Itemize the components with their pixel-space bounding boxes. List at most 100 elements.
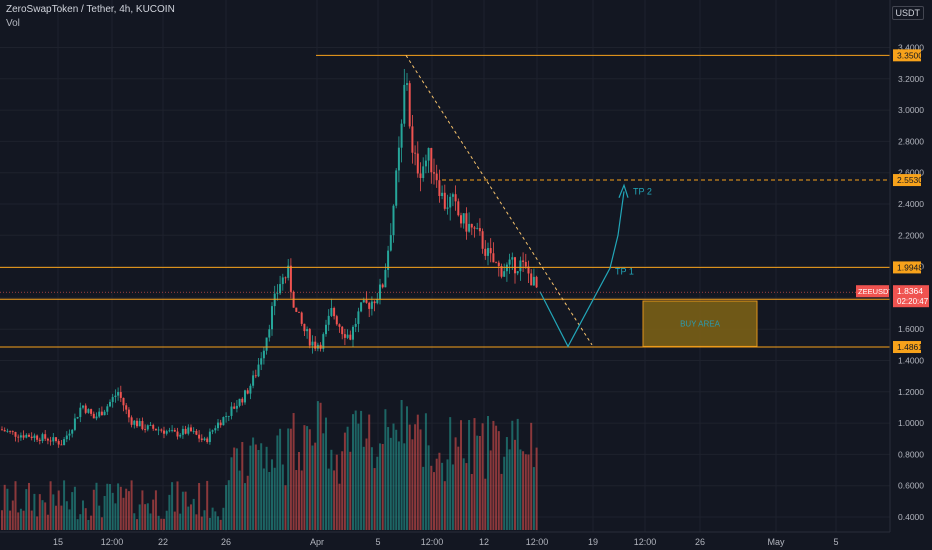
symbol-tag-label: ZEEUSDT (858, 287, 893, 296)
volume-bar (119, 486, 122, 530)
volume-bar (100, 517, 103, 530)
y-tick-label: 2.2000 (898, 230, 924, 240)
candle-body (500, 266, 503, 277)
volume-bar (335, 454, 338, 530)
candle-body (524, 261, 527, 267)
candle-body (265, 337, 268, 351)
volume-bar (84, 508, 87, 530)
volume-bars (1, 400, 538, 530)
volume-bar (28, 482, 30, 530)
volume-bar (314, 442, 317, 530)
buy-area-label: BUY AREA (680, 320, 721, 329)
volume-bar (222, 507, 225, 530)
volume-bar (522, 451, 525, 530)
candle-body (257, 364, 260, 377)
candle-body (160, 429, 163, 431)
y-tick-label: 2.6000 (898, 168, 924, 178)
x-tick-label: 5 (833, 537, 838, 547)
volume-bar (343, 432, 346, 530)
candle-body (262, 350, 265, 359)
y-tick-label: 1.6000 (898, 324, 924, 334)
candle-body (44, 434, 47, 439)
volume-bar (241, 442, 244, 530)
volume-bar (295, 470, 298, 530)
volume-bar (138, 504, 141, 530)
volume-bar (49, 481, 52, 530)
buy-area-box (642, 300, 758, 347)
candle-body (179, 434, 182, 437)
volume-bar (152, 499, 155, 530)
volume-bar (73, 486, 76, 530)
candle-body (497, 262, 500, 267)
candle-body (200, 438, 203, 440)
volume-bar (354, 410, 357, 530)
volume-bar (71, 492, 74, 530)
candle-body (225, 416, 228, 418)
candle-body (381, 284, 384, 288)
candle-body (373, 301, 376, 304)
y-tick-label: 3.4000 (898, 43, 924, 53)
volume-bar (65, 501, 68, 530)
volume-bar (487, 416, 489, 530)
volume-bar (217, 516, 219, 530)
price-axis[interactable]: 0.4000 0.6000 0.8000 1.0000 1.2000 1.4000 1.60… (889, 0, 932, 550)
y-tick-label: 2.4000 (898, 199, 924, 209)
volume-bar (144, 504, 147, 530)
volume-bar (362, 446, 365, 530)
volume-bar (514, 439, 516, 530)
candle-body (527, 266, 530, 274)
candle-body (424, 160, 427, 167)
volume-bar (230, 457, 233, 530)
candle-body (260, 358, 263, 365)
candle-body (100, 411, 103, 416)
volume-bar (516, 418, 519, 530)
volume-bar (168, 494, 171, 530)
candle-body (192, 430, 195, 432)
volume-bar (395, 429, 398, 530)
volume-bar (211, 507, 214, 530)
volume-bar (408, 424, 411, 530)
volume-bar (219, 519, 222, 530)
candle-body (427, 148, 430, 161)
candle-body (400, 123, 403, 148)
volume-bar (9, 510, 12, 530)
candle-body (138, 421, 141, 427)
volume-bar (19, 508, 22, 530)
candle-body (208, 431, 211, 442)
volume-bar (300, 470, 303, 530)
candle-body (214, 428, 217, 431)
volume-bar (149, 513, 152, 530)
last-price-label: 1.8364 (897, 286, 923, 296)
volume-bar (373, 468, 376, 530)
volume-bar (171, 482, 174, 530)
candle-body (530, 273, 533, 286)
volume-bar (424, 413, 427, 530)
level-price-tag (893, 49, 921, 62)
volume-bar (527, 454, 530, 530)
candle-body (379, 284, 381, 300)
volume-bar (341, 451, 344, 530)
candle-body (308, 329, 311, 346)
candle-body (325, 324, 327, 335)
x-tick-label: Apr (310, 537, 324, 547)
volume-bar (508, 449, 511, 530)
candle-body (522, 260, 525, 262)
volume-bar (284, 485, 287, 530)
time-axis[interactable]: 15 12:00 22 26 Apr 5 12:00 12 12:00 19 12:00 26 May 5 (0, 531, 890, 547)
candle-body (403, 84, 406, 124)
candle-body (462, 213, 465, 224)
countdown-label: 02:20:47 (897, 297, 929, 306)
volume-bar (492, 420, 495, 530)
candle-body (430, 148, 433, 173)
volume-bar (76, 519, 79, 530)
candle-body (84, 405, 87, 413)
candle-body (333, 307, 336, 317)
candle-body (376, 299, 379, 304)
volume-bar (68, 509, 71, 530)
candle-body (173, 429, 176, 432)
volume-bar (82, 500, 84, 530)
currency-button[interactable]: USDT (891, 6, 924, 20)
volume-bar (532, 467, 535, 530)
candle-body (157, 429, 160, 431)
